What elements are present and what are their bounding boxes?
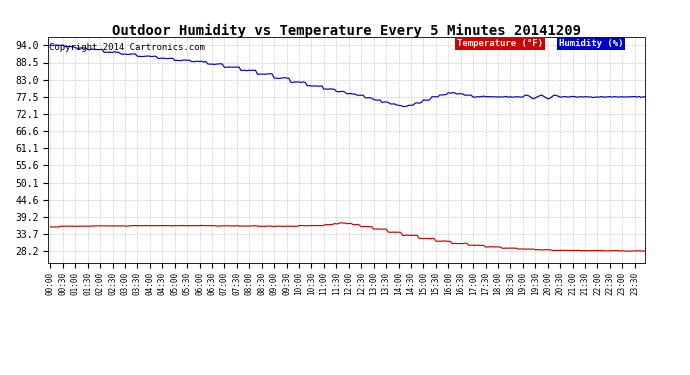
Text: Humidity (%): Humidity (%): [559, 39, 623, 48]
Title: Outdoor Humidity vs Temperature Every 5 Minutes 20141209: Outdoor Humidity vs Temperature Every 5 …: [112, 23, 581, 38]
Text: Copyright 2014 Cartronics.com: Copyright 2014 Cartronics.com: [50, 43, 206, 52]
Text: Temperature (°F): Temperature (°F): [457, 39, 543, 48]
